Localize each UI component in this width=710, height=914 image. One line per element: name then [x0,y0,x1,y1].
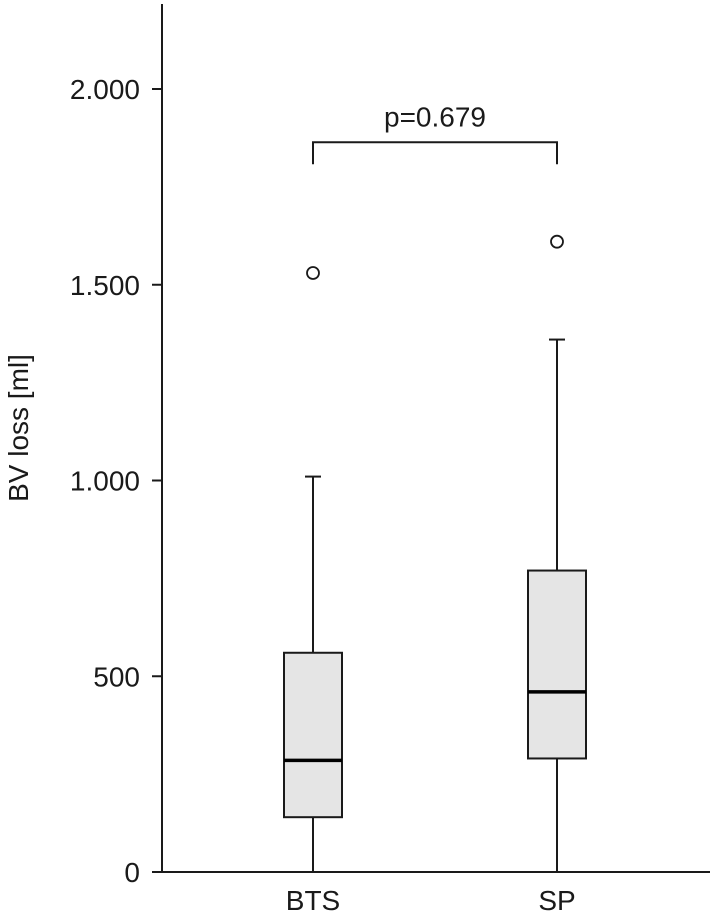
axes [161,4,710,873]
significance-bracket [312,141,558,165]
outlier-point [550,234,564,249]
x-category-label: BTS [286,885,340,914]
outlier-point [306,266,320,280]
significance-annotation: p=0.679 [312,101,558,165]
iqr-box [283,651,343,819]
box-bts [283,266,343,872]
iqr-box [527,569,587,760]
y-axis-ticks: 0 500 1.000 1.500 2.000 [70,74,162,888]
box-sp [527,234,587,872]
y-tick-label: 0 [124,857,140,888]
box-plots [283,234,587,872]
y-tick-label: 1.500 [70,270,140,301]
y-axis-label: BV loss [ml] [3,354,34,502]
p-value-label: p=0.679 [384,101,486,132]
y-tick-label: 1.000 [70,466,140,497]
y-tick-label: 2.000 [70,74,140,105]
x-axis-labels: BTS SP [286,885,576,914]
x-category-label: SP [538,885,575,914]
y-tick-label: 500 [93,661,140,692]
